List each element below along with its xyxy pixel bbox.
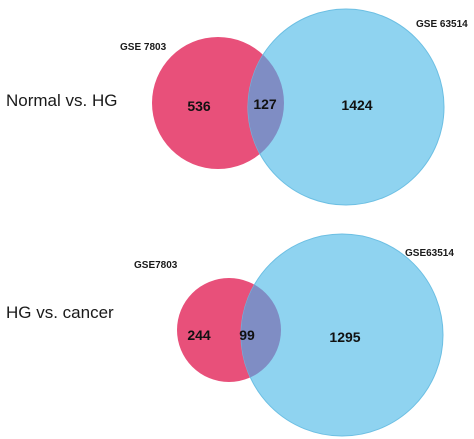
set-label-gse63514-top: GSE 63514	[416, 19, 468, 30]
venn-diagram-hg-vs-cancer: HG vs. cancer GSE7803 GSE63514 244 99 12…	[6, 233, 454, 437]
set-label-gse63514-bottom: GSE63514	[405, 248, 454, 259]
count-left-only-bottom: 244	[187, 327, 211, 343]
count-right-only-top: 1424	[341, 97, 372, 113]
set-label-gse7803-top: GSE 7803	[120, 42, 167, 53]
set-circle-gse7803-top	[152, 37, 284, 169]
count-overlap-bottom: 99	[239, 327, 255, 343]
count-right-only-bottom: 1295	[329, 329, 360, 345]
diagram-label-hg-vs-cancer: HG vs. cancer	[6, 303, 114, 322]
count-overlap-top: 127	[253, 96, 277, 112]
count-left-only-top: 536	[187, 98, 211, 114]
set-label-gse7803-bottom: GSE7803	[134, 260, 178, 271]
diagram-label-normal-vs-hg: Normal vs. HG	[6, 91, 117, 110]
venn-diagram-normal-vs-hg: Normal vs. HG GSE 7803 GSE 63514 536 127…	[6, 8, 468, 206]
